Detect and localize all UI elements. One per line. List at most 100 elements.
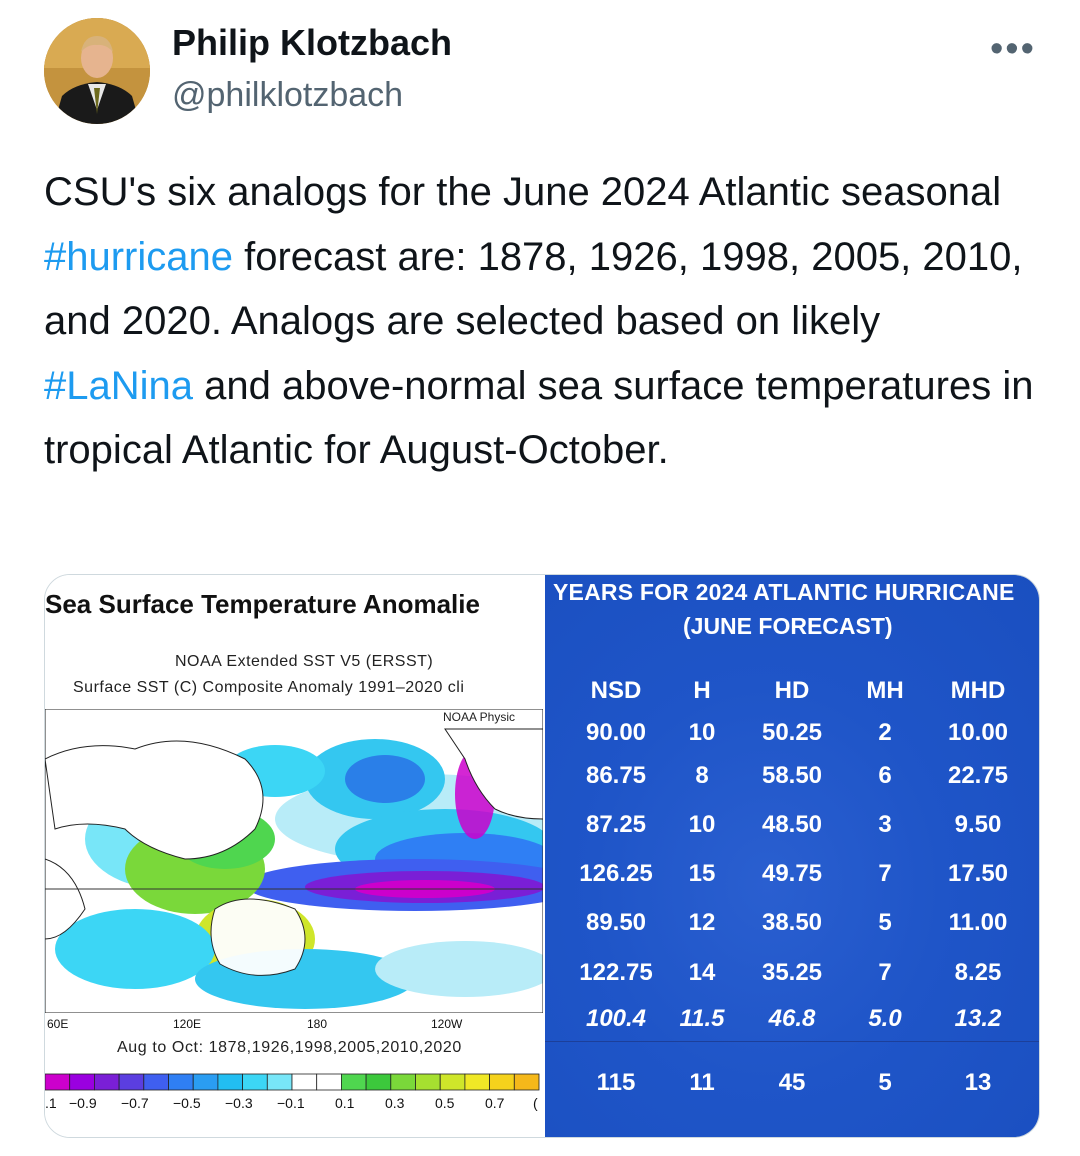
table-cell: 50.25 bbox=[761, 719, 823, 746]
sst-subtitle: Surface SST (C) Composite Anomaly 1991–2… bbox=[73, 679, 465, 696]
colorbar-swatch bbox=[390, 1073, 416, 1091]
table-subtitle: (JUNE FORECAST) bbox=[683, 613, 893, 639]
table-cell: 58.50 bbox=[761, 762, 823, 789]
sst-anomaly-image[interactable]: Sea Surface Temperature Anomalie NOAA Ex… bbox=[45, 575, 543, 1137]
colorbar-swatch bbox=[168, 1073, 194, 1091]
table-cell: 22.75 bbox=[947, 762, 1009, 789]
sst-caption: Aug to Oct: 1878,1926,1998,2005,2010,202… bbox=[117, 1039, 462, 1056]
colorbar-tick: 0.1 bbox=[335, 1095, 355, 1111]
colorbar-swatch bbox=[291, 1073, 318, 1091]
colorbar-tick: −0.7 bbox=[121, 1095, 149, 1111]
table-cell: 90.00 bbox=[585, 719, 647, 746]
analog-years-table-image[interactable]: YEARS FOR 2024 ATLANTIC HURRICANE (JUNE … bbox=[545, 575, 1039, 1137]
table-average-cell: 5.0 bbox=[868, 1005, 902, 1032]
tweet-media[interactable]: Sea Surface Temperature Anomalie NOAA Ex… bbox=[44, 574, 1040, 1138]
lon-label: 120W bbox=[431, 1017, 463, 1031]
table-cell: 7 bbox=[878, 860, 892, 887]
table-cell: 10.00 bbox=[947, 719, 1009, 746]
table-cell: 89.50 bbox=[585, 909, 647, 936]
sst-colorbar bbox=[45, 1073, 540, 1091]
colorbar-swatch bbox=[69, 1073, 95, 1091]
sst-watermark: NOAA Physic bbox=[443, 710, 515, 724]
colorbar-swatch bbox=[340, 1073, 367, 1091]
tweet-text-part: CSU's six analogs for the June 2024 Atla… bbox=[44, 170, 1002, 214]
table-header: HD bbox=[774, 677, 810, 704]
table-average-cell: 100.4 bbox=[585, 1005, 647, 1032]
colorbar-swatch bbox=[143, 1073, 169, 1091]
colorbar-tick: .1 bbox=[45, 1095, 57, 1111]
table-cell: 12 bbox=[688, 909, 716, 936]
sst-anomaly-map: NOAA Physic bbox=[45, 709, 543, 1013]
colorbar-tick: −0.3 bbox=[225, 1095, 253, 1111]
colorbar-tick: −0.1 bbox=[277, 1095, 305, 1111]
table-cell: 86.75 bbox=[585, 762, 647, 789]
colorbar-swatch bbox=[242, 1073, 268, 1091]
table-cell: 9.50 bbox=[954, 811, 1002, 838]
hashtag-link[interactable]: #hurricane bbox=[44, 234, 234, 279]
colorbar-tick: 0.7 bbox=[485, 1095, 505, 1111]
colorbar-swatch bbox=[94, 1073, 120, 1091]
colorbar-swatch bbox=[439, 1073, 466, 1091]
colorbar-swatch bbox=[513, 1073, 540, 1091]
avatar-photo bbox=[44, 18, 150, 124]
more-options-icon[interactable]: ••• bbox=[990, 28, 1036, 70]
table-cell: 17.50 bbox=[947, 860, 1009, 887]
colorbar-swatch bbox=[45, 1073, 71, 1091]
table-cell: 10 bbox=[688, 719, 716, 746]
colorbar-swatch bbox=[365, 1073, 392, 1091]
table-cell: 14 bbox=[688, 959, 716, 986]
table-cell: 87.25 bbox=[585, 811, 647, 838]
colorbar-swatch bbox=[217, 1073, 243, 1091]
author-name[interactable]: Philip Klotzbach bbox=[172, 22, 453, 63]
table-cell: 3 bbox=[878, 811, 892, 838]
colorbar-swatch bbox=[266, 1073, 293, 1091]
tweet-text-part: forecast are: 1878, 1926, 1998, 2005, 20… bbox=[44, 234, 1023, 344]
colorbar-swatch bbox=[316, 1073, 342, 1091]
table-cell: 8.25 bbox=[954, 959, 1002, 986]
table-title: YEARS FOR 2024 ATLANTIC HURRICANE bbox=[553, 579, 1015, 605]
author-handle[interactable]: @philklotzbach bbox=[172, 76, 404, 114]
table-cell: 35.25 bbox=[761, 959, 823, 986]
table-cell: 6 bbox=[878, 762, 892, 789]
table-forecast-cell: 45 bbox=[778, 1069, 806, 1096]
colorbar-swatch bbox=[464, 1073, 490, 1091]
table-header: MHD bbox=[950, 677, 1006, 704]
table-cell: 38.50 bbox=[761, 909, 823, 936]
avatar[interactable] bbox=[44, 18, 150, 124]
lon-label: 180 bbox=[307, 1017, 328, 1031]
colorbar-swatch bbox=[192, 1073, 219, 1091]
table-cell: 122.75 bbox=[579, 959, 653, 986]
colorbar-tick: 0.3 bbox=[385, 1095, 405, 1111]
table-average-cell: 11.5 bbox=[679, 1005, 725, 1032]
tweet-text: CSU's six analogs for the June 2024 Atla… bbox=[44, 160, 1034, 483]
table-forecast-cell: 13 bbox=[964, 1069, 992, 1096]
table-cell: 11.00 bbox=[948, 909, 1008, 936]
sst-subtitle: NOAA Extended SST V5 (ERSST) bbox=[175, 653, 434, 670]
lon-label: 120E bbox=[173, 1017, 202, 1031]
table-cell: 7 bbox=[878, 959, 892, 986]
table-forecast-cell: 5 bbox=[878, 1069, 892, 1096]
colorbar-tick: −0.5 bbox=[173, 1095, 201, 1111]
colorbar-swatch bbox=[118, 1073, 145, 1091]
tweet-text-part: and above-normal sea surface temperature… bbox=[44, 363, 1034, 473]
table-forecast-cell: 115 bbox=[596, 1069, 636, 1096]
table-average-cell: 13.2 bbox=[954, 1005, 1002, 1032]
table-cell: 2 bbox=[878, 719, 892, 746]
table-cell: 48.50 bbox=[761, 811, 823, 838]
colorbar-swatch bbox=[489, 1073, 515, 1091]
table-cell: 15 bbox=[688, 860, 716, 887]
table-cell: 10 bbox=[688, 811, 716, 838]
colorbar-tick: −0.9 bbox=[69, 1095, 97, 1111]
table-cell: 126.25 bbox=[579, 860, 653, 887]
sst-title: Sea Surface Temperature Anomalie bbox=[45, 589, 480, 619]
table-header: NSD bbox=[590, 677, 642, 704]
table-header: H bbox=[693, 677, 711, 704]
hashtag-link[interactable]: #LaNina bbox=[44, 363, 194, 408]
table-divider bbox=[545, 1041, 1039, 1042]
table-cell: 8 bbox=[695, 762, 709, 789]
colorbar-tick: ( bbox=[533, 1095, 538, 1111]
table-cell: 5 bbox=[878, 909, 892, 936]
table-forecast-cell: 11 bbox=[689, 1069, 715, 1096]
table-cell: 49.75 bbox=[761, 860, 823, 887]
table-average-cell: 46.8 bbox=[768, 1005, 816, 1032]
